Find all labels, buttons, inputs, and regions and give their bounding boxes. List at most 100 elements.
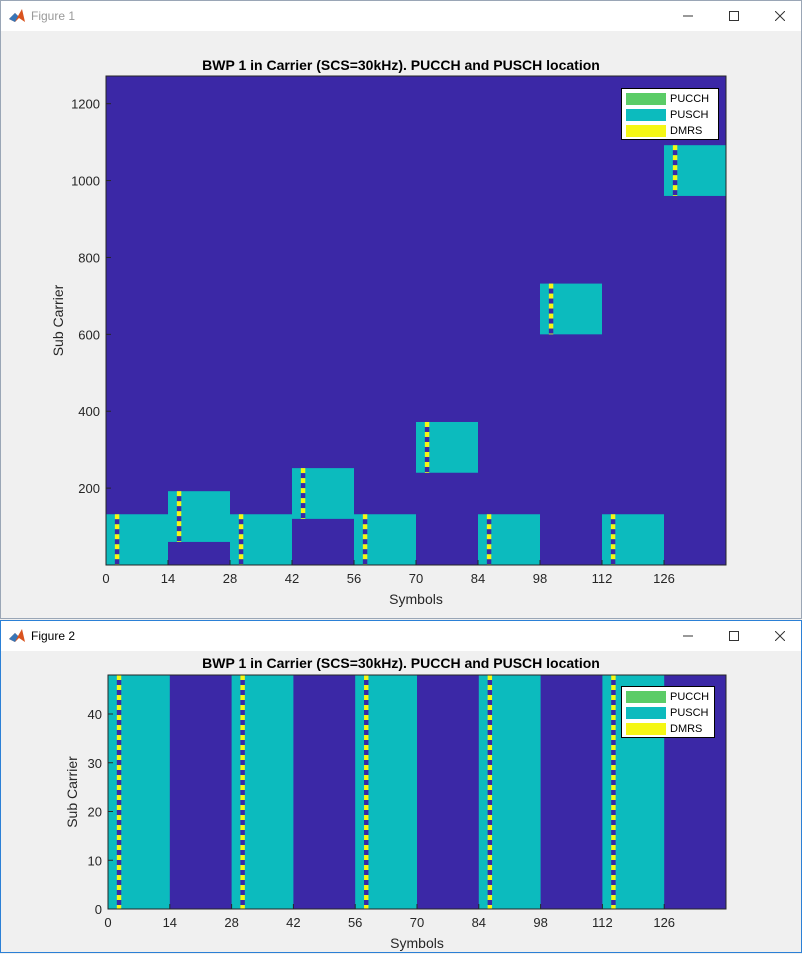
dmrs-segment [487,905,493,909]
dmrs-segment [240,815,245,820]
dmrs-segment [611,885,616,890]
dmrs-segment [238,554,244,560]
dmrs-segment [364,885,369,890]
dmrs-segment [240,790,245,795]
chart-1-axes[interactable]: 0 14 28 42 56 70 84 98 112 126 200 400 600 800 1000 120… [1,1,802,620]
legend[interactable]: PUCCH PUSCH DMRS [621,686,715,738]
dmrs-segment [238,539,244,545]
dmrs-segment [486,534,492,540]
title-bar[interactable]: Figure 2 [1,621,801,651]
dmrs-segment [362,529,368,535]
dmrs-segment [116,805,122,810]
dmrs-segment [116,865,122,870]
dmrs-segment [487,720,493,725]
dmrs-segment [364,805,369,810]
dmrs-segment [364,845,369,850]
x-tick-label: 0 [104,915,111,930]
dmrs-segment [240,860,245,865]
x-tick-label: 84 [472,915,486,930]
dmrs-segment [610,529,616,535]
dmrs-segment [176,521,182,527]
dmrs-segment [611,880,616,885]
dmrs-segment [114,559,120,565]
dmrs-segment [611,895,616,900]
dmrs-segment [487,755,493,760]
y-tick-label: 400 [78,404,100,419]
title-bar[interactable]: Figure 1 [1,1,801,31]
dmrs-segment [364,800,369,805]
dmrs-segment [240,700,245,705]
dmrs-segment [362,549,368,555]
dmrs-segment [240,885,245,890]
dmrs-segment [487,745,493,750]
dmrs-segment [114,534,120,540]
dmrs-segment [487,885,493,890]
dmrs-segment [611,780,616,785]
dmrs-segment [240,840,245,845]
dmrs-segment [364,770,369,775]
dmrs-segment [424,461,430,467]
dmrs-segment [364,785,369,790]
dmrs-segment [364,890,369,895]
dmrs-segment [238,524,244,530]
dmrs-segment [116,890,122,895]
dmrs-segment [611,770,616,775]
legend[interactable]: PUCCH PUSCH DMRS [621,88,719,140]
legend-swatch [626,125,666,137]
legend-item-pusch: PUSCH [626,707,709,719]
dmrs-segment [548,308,554,314]
dmrs-segment [486,519,492,525]
chart-2-axes[interactable]: 0 14 28 42 56 70 84 98 112 126 0 10 20 30 40 Symbols Sub… [1,621,802,954]
minimize-icon [683,635,693,637]
dmrs-segment [424,471,430,473]
dmrs-segment [116,800,122,805]
dmrs-segment [116,790,122,795]
dmrs-segment [300,503,306,509]
dmrs-segment [362,544,368,550]
dmrs-segment [611,700,616,705]
dmrs-segment [240,835,245,840]
dmrs-segment [487,770,493,775]
dmrs-segment [672,175,678,181]
dmrs-segment [116,775,122,780]
matlab-icon [9,629,25,642]
y-tick-label: 20 [88,805,102,820]
dmrs-segment [116,860,122,865]
maximize-button[interactable] [711,1,757,31]
dmrs-segment [238,534,244,540]
dmrs-segment [176,491,182,497]
dmrs-segment [486,544,492,550]
dmrs-column [486,514,492,565]
dmrs-column [487,675,493,909]
dmrs-segment [240,695,245,700]
dmrs-segment [487,695,493,700]
dmrs-segment [611,750,616,755]
dmrs-segment [611,825,616,830]
dmrs-segment [300,508,306,514]
dmrs-segment [116,870,122,875]
dmrs-segment [240,690,245,695]
dmrs-segment [364,905,369,909]
dmrs-segment [116,855,122,860]
dmrs-segment [487,725,493,730]
dmrs-segment [672,180,678,186]
dmrs-segment [487,810,493,815]
close-icon [775,631,785,641]
dmrs-segment [240,710,245,715]
dmrs-segment [238,529,244,535]
close-button[interactable] [757,1,802,31]
close-button[interactable] [757,621,802,651]
dmrs-segment [487,715,493,720]
minimize-button[interactable] [665,621,711,651]
maximize-button[interactable] [711,621,757,651]
dmrs-segment [364,675,369,680]
dmrs-segment [116,760,122,765]
dmrs-segment [116,880,122,885]
dmrs-segment [240,685,245,690]
dmrs-segment [114,519,120,525]
dmrs-segment [610,549,616,555]
dmrs-segment [238,559,244,565]
dmrs-segment [487,765,493,770]
dmrs-segment [116,715,122,720]
minimize-button[interactable] [665,1,711,31]
